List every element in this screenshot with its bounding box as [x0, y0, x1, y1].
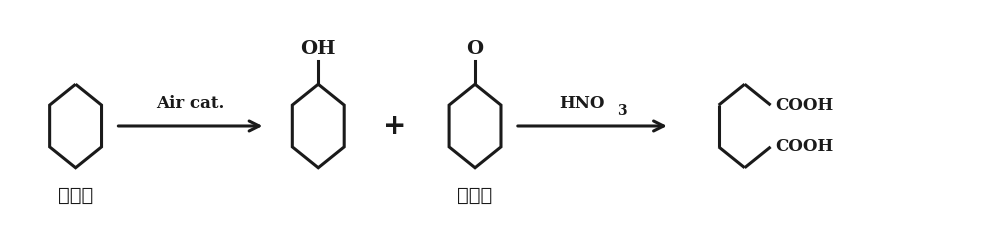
Text: HNO: HNO — [560, 95, 605, 112]
Text: COOH: COOH — [776, 138, 834, 155]
Text: COOH: COOH — [776, 97, 834, 114]
Text: Air cat.: Air cat. — [156, 95, 225, 112]
Text: 第二步: 第二步 — [457, 186, 493, 205]
Text: O: O — [466, 40, 484, 58]
Text: +: + — [383, 112, 407, 140]
Text: OH: OH — [301, 40, 336, 58]
Text: 3: 3 — [617, 104, 627, 118]
Text: 第一步: 第一步 — [58, 186, 93, 205]
